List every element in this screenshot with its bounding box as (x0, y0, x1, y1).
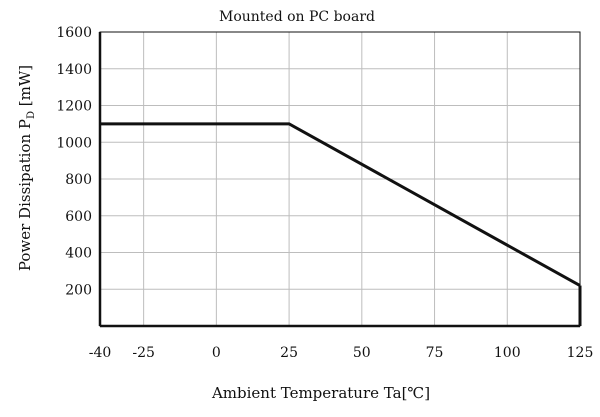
x-tick-label: -25 (132, 345, 155, 361)
grid (100, 32, 580, 326)
y-axis-title: Power Dissipation PD [mW] (16, 65, 37, 271)
chart-title: Mounted on PC board (219, 9, 375, 25)
y-tick-label: 1600 (56, 25, 92, 41)
y-tick-label: 1200 (56, 99, 92, 115)
y-tick-label: 1400 (56, 62, 92, 78)
series-layer (100, 122, 582, 326)
y-tick-label: 1000 (56, 135, 92, 151)
x-tick-label: 125 (567, 345, 594, 361)
y-tick-label: 400 (65, 246, 92, 262)
x-tick-label: 0 (212, 345, 221, 361)
x-tick-label: -40 (89, 345, 112, 361)
x-tick-label: 100 (494, 345, 521, 361)
x-tick-label: 50 (353, 345, 371, 361)
series-line (100, 122, 581, 287)
tick-labels: -40 -25 0 25 50 75 100 125 200 400 600 800 1000 1200 1… (56, 25, 593, 361)
y-tick-label: 200 (65, 282, 92, 298)
y-axis-title-subscript: D (26, 111, 37, 119)
y-tick-label: 600 (65, 209, 92, 225)
y-axis-title-unit: [mW] (16, 65, 34, 111)
x-tick-label: 25 (280, 345, 298, 361)
y-tick-label: 800 (65, 172, 92, 188)
x-axis-title: Ambient Temperature Ta[℃] (211, 384, 430, 402)
y-axis-title-main: Power Dissipation P (16, 119, 34, 271)
x-tick-label: 75 (426, 345, 444, 361)
